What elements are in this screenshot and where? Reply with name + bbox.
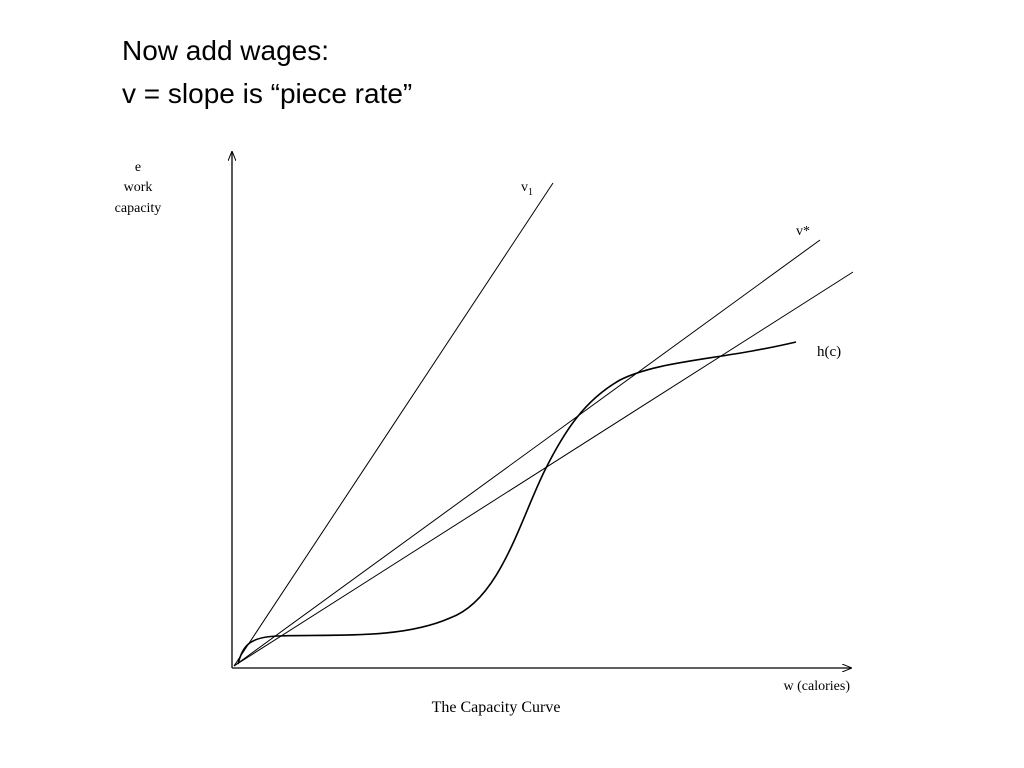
y-axis-label-line-2: work <box>124 180 153 195</box>
wage-line-vstar-label: v* <box>796 224 810 239</box>
x-axis-label: w (calories) <box>784 679 851 694</box>
wage-line-v1 <box>233 182 554 667</box>
capacity-curve-label: h(c) <box>817 344 841 360</box>
wage-line-v1-label: v1 <box>521 180 533 198</box>
wage-line-v1-label-subscript: 1 <box>528 187 533 198</box>
y-axis-label-line-3: capacity <box>115 201 162 216</box>
slide-title-line-2: v = slope is “piece rate” <box>122 78 413 109</box>
slide-title-line-1: Now add wages: <box>122 35 330 66</box>
wage-line-v-lower <box>233 271 854 667</box>
capacity-curve <box>237 341 797 665</box>
wage-line-v1-label-main: v <box>521 180 528 195</box>
wage-line-vstar <box>233 239 821 667</box>
y-axis-label-line-1: e <box>135 160 141 175</box>
diagram-caption: The Capacity Curve <box>432 699 561 716</box>
